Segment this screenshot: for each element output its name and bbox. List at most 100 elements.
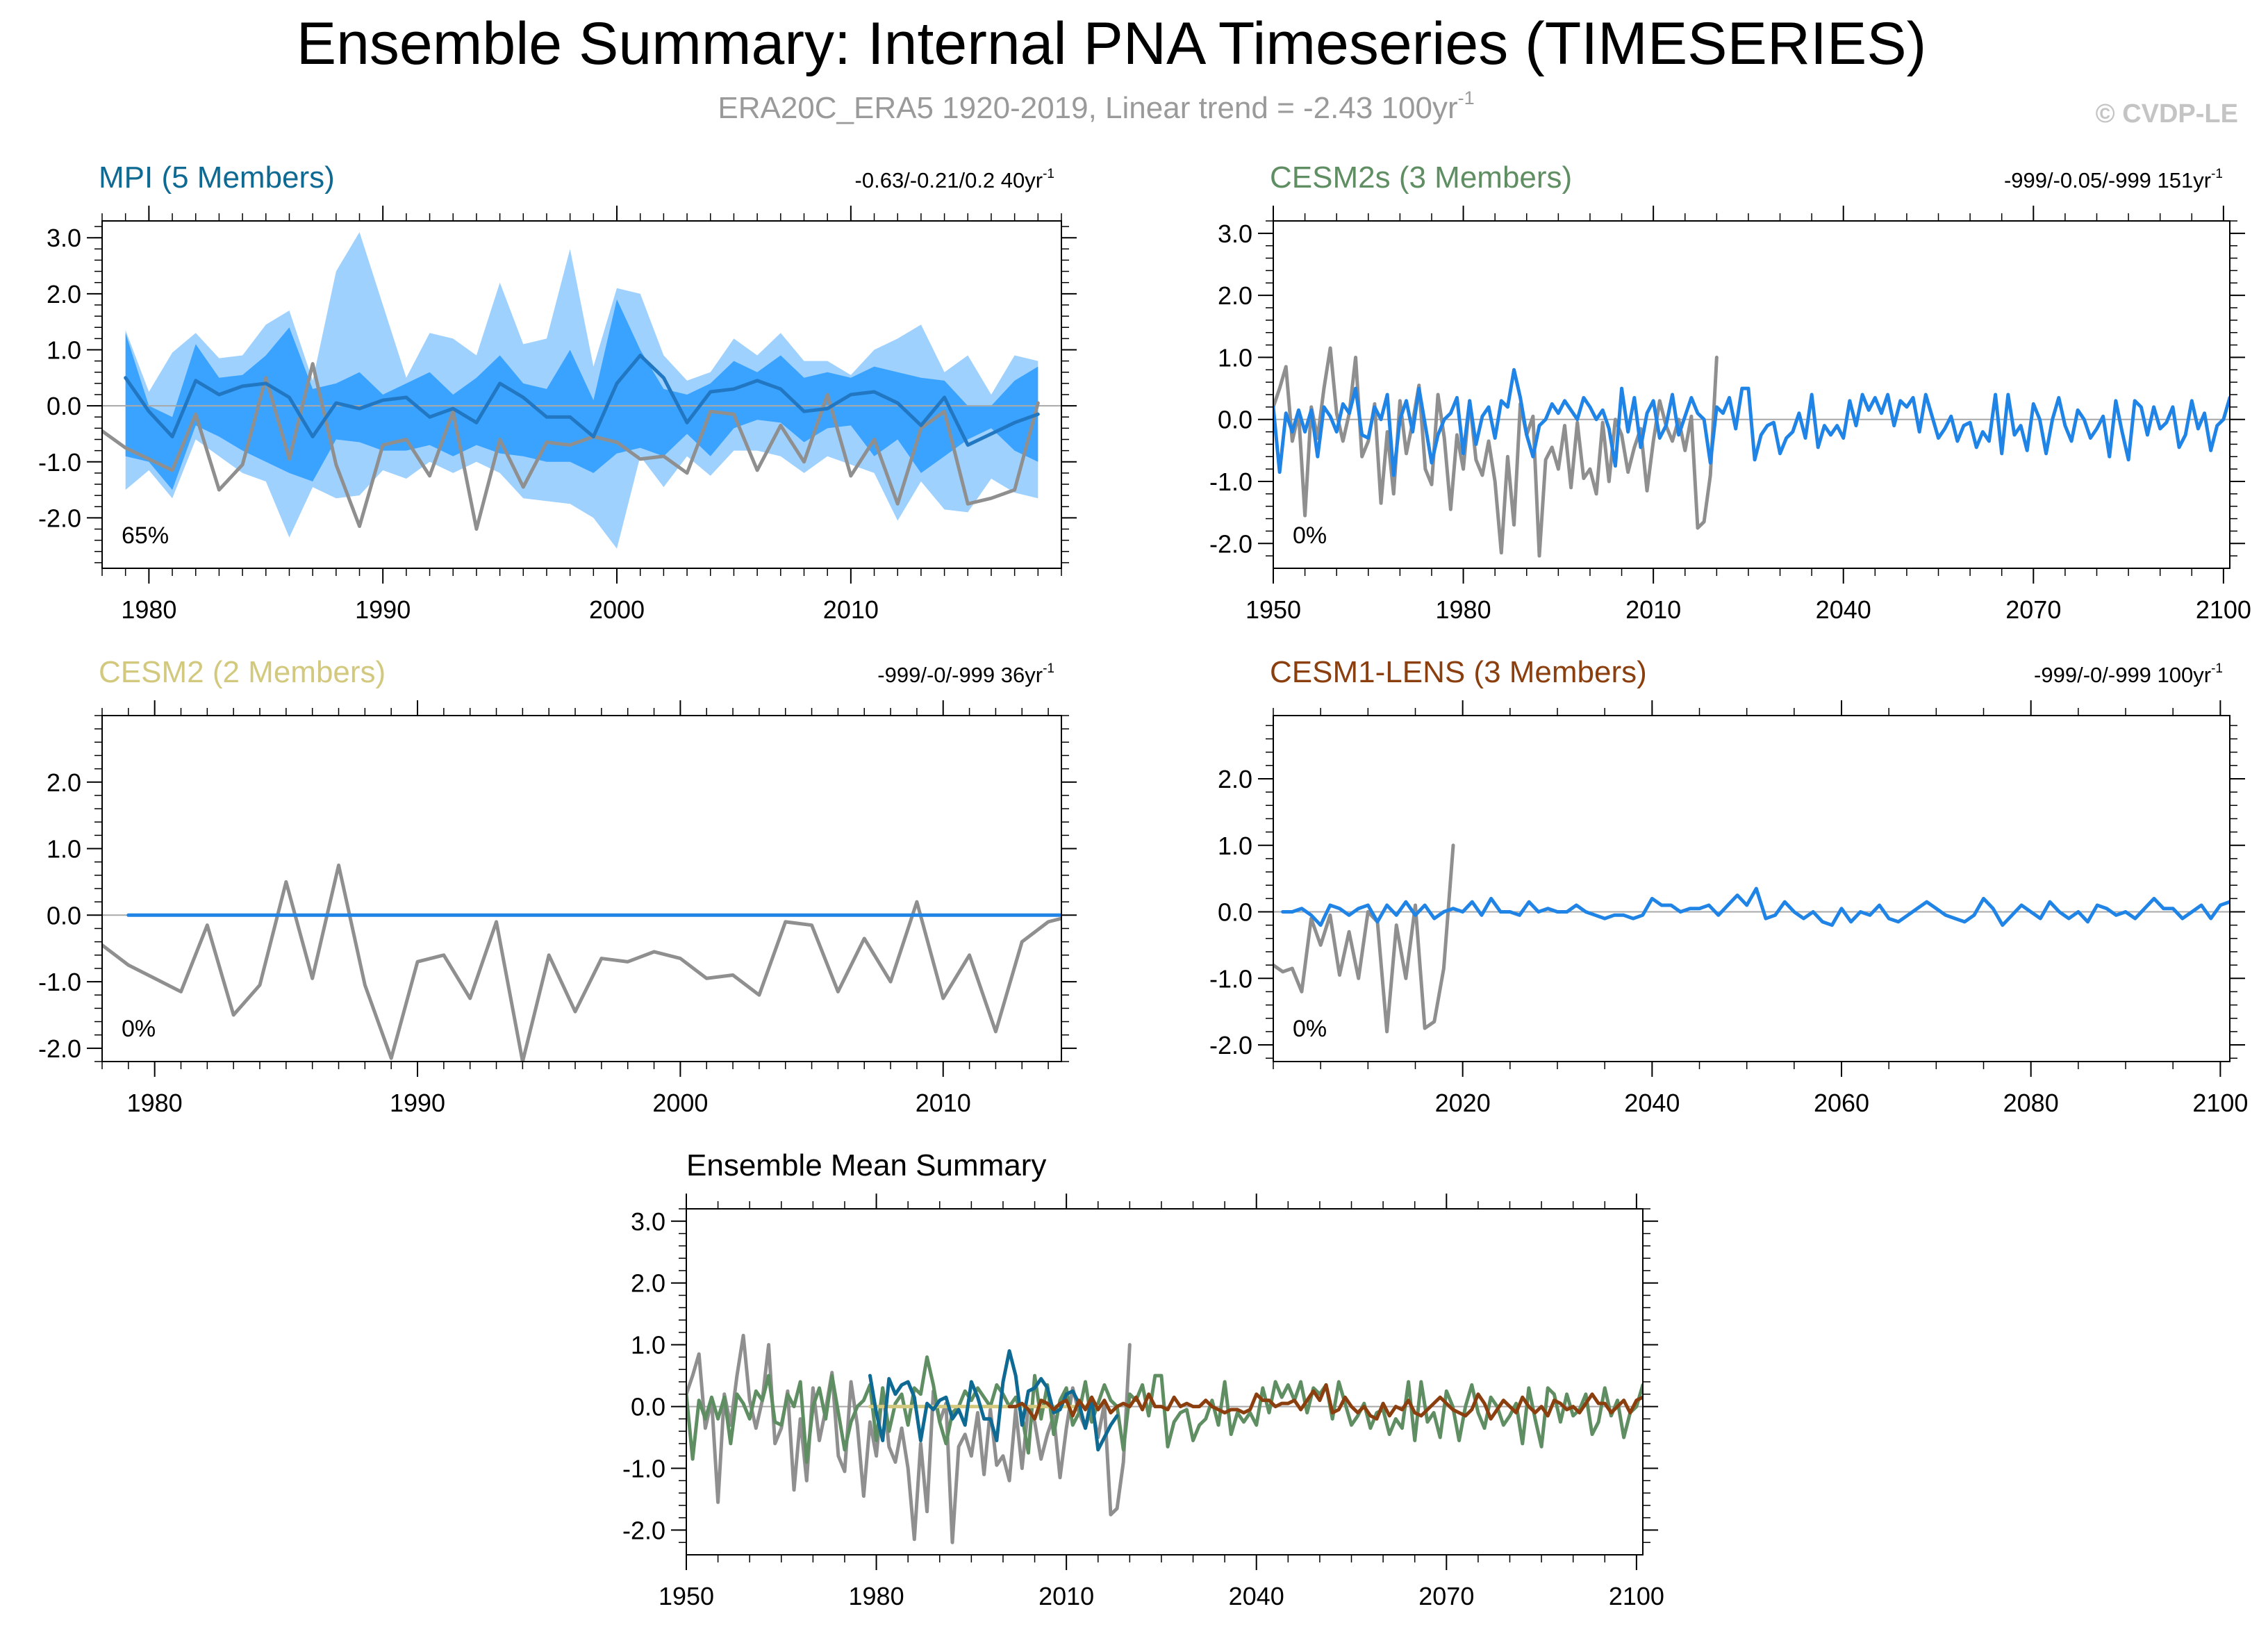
trend-label: -999/-0/-999 36yr-1 — [877, 661, 1054, 687]
y-tick-label: -2.0 — [38, 1034, 81, 1063]
series-line-cesm1-lens — [1007, 1383, 1643, 1421]
series-line-mpi — [868, 1349, 1119, 1452]
y-tick-label: 3.0 — [631, 1207, 665, 1236]
panel-title: CESM2s (3 Members) — [1270, 160, 1572, 195]
x-tick-label: 2000 — [652, 1089, 708, 1117]
x-tick-label: 1980 — [1436, 595, 1491, 624]
y-tick-label: 1.0 — [1218, 343, 1252, 372]
trend-label-main: -0.63/-0.21/0.2 40yr — [855, 168, 1043, 192]
y-tick-label: 3.0 — [1218, 220, 1252, 248]
y-tick-label: 0.0 — [1218, 898, 1252, 927]
y-tick-label: 3.0 — [47, 224, 81, 252]
x-tick-label: 1990 — [355, 595, 411, 624]
y-tick-label: 1.0 — [47, 835, 81, 864]
trend-label-sup: -1 — [2211, 661, 2223, 676]
panel-cesm2s: CESM2s (3 Members) -999/-0.05/-999 151yr-… — [1209, 160, 2251, 624]
trend-label: -999/-0/-999 100yr-1 — [2034, 661, 2223, 687]
y-tick-label: 2.0 — [631, 1269, 665, 1298]
y-tick-label: -2.0 — [622, 1516, 665, 1544]
trend-label-main: -999/-0.05/-999 151yr — [2004, 168, 2211, 192]
ensemble-mean-line — [124, 354, 1040, 447]
panel-cesm1-lens: CESM1-LENS (3 Members) -999/-0/-999 100yr… — [1209, 655, 2248, 1117]
percent-label: 0% — [122, 1016, 156, 1042]
plot-area — [102, 232, 1061, 549]
y-tick-label: -2.0 — [38, 504, 81, 532]
x-tick-label: 1950 — [659, 1582, 714, 1610]
y-tick-label: -1.0 — [1209, 964, 1252, 993]
y-tick-label: 0.0 — [631, 1393, 665, 1421]
x-tick-label: 2100 — [2196, 595, 2251, 624]
trend-label: -999/-0.05/-999 151yr-1 — [2004, 167, 2223, 192]
plot-frame — [101, 715, 1062, 1062]
x-tick-label: 1950 — [1245, 595, 1301, 624]
x-tick-label: 2010 — [1038, 1582, 1094, 1610]
y-tick-label: -2.0 — [1209, 529, 1252, 558]
percent-label: 0% — [1293, 1016, 1327, 1042]
x-tick-label: 2010 — [823, 595, 879, 624]
y-tick-label: 1.0 — [47, 336, 81, 364]
y-tick-label: -1.0 — [38, 968, 81, 996]
trend-label-main: -999/-0/-999 100yr — [2034, 663, 2211, 687]
x-tick-label: 1980 — [127, 1089, 183, 1117]
figure-title: Ensemble Summary: Internal PNA Timeserie… — [297, 10, 1927, 77]
panel-title: CESM1-LENS (3 Members) — [1270, 655, 1647, 689]
figure-subtitle: ERA20C_ERA5 1920-2019, Linear trend = -2… — [718, 88, 1474, 125]
y-tick-label: 0.0 — [1218, 406, 1252, 434]
observed-line — [102, 362, 1040, 531]
y-tick-label: -1.0 — [38, 448, 81, 477]
observed-line — [1273, 346, 1719, 558]
observed-line — [102, 863, 1061, 1062]
ensemble-mean-line — [1273, 368, 2230, 477]
y-tick-label: 1.0 — [631, 1331, 665, 1360]
plot-area — [686, 1333, 1643, 1544]
panel-mpi: MPI (5 Members) -0.63/-0.21/0.2 40yr-1 -2.… — [38, 160, 1077, 624]
plot-area — [1273, 346, 2230, 558]
plot-area — [102, 863, 1061, 1062]
y-tick-label: 1.0 — [1218, 832, 1252, 860]
interquartile-band — [125, 299, 1038, 490]
percent-label: 0% — [1293, 522, 1327, 549]
x-tick-label: 2000 — [589, 595, 645, 624]
x-tick-label: 2040 — [1624, 1089, 1680, 1117]
x-tick-label: 2100 — [2192, 1089, 2248, 1117]
y-tick-label: 0.0 — [47, 392, 81, 420]
x-tick-label: 2100 — [1609, 1582, 1664, 1610]
x-tick-label: 1990 — [390, 1089, 445, 1117]
series-line-observed — [686, 1333, 1132, 1544]
observed-line — [1273, 843, 1455, 1034]
y-tick-label: -1.0 — [1209, 468, 1252, 496]
panel-cesm2: CESM2 (2 Members) -999/-0/-999 36yr-1 -2.0… — [38, 655, 1077, 1117]
x-tick-label: 2060 — [1814, 1089, 1869, 1117]
series-line-cesm2s — [686, 1355, 1643, 1464]
figure-subtitle-main: ERA20C_ERA5 1920-2019, Linear trend = -2… — [718, 91, 1457, 125]
trend-label-sup: -1 — [1043, 167, 1054, 181]
trend-label-main: -999/-0/-999 36yr — [877, 663, 1043, 687]
y-tick-label: 2.0 — [1218, 765, 1252, 793]
x-tick-label: 2040 — [1816, 595, 1871, 624]
y-tick-label: 2.0 — [1218, 281, 1252, 310]
x-tick-label: 1980 — [849, 1582, 904, 1610]
trend-label-sup: -1 — [1043, 661, 1054, 676]
percent-label: 65% — [122, 522, 169, 549]
x-tick-label: 2020 — [1435, 1089, 1491, 1117]
x-tick-label: 2010 — [916, 1089, 971, 1117]
panel-title: Ensemble Mean Summary — [686, 1148, 1046, 1182]
panel-title: CESM2 (2 Members) — [99, 655, 386, 689]
y-tick-label: 2.0 — [47, 768, 81, 797]
y-tick-label: 2.0 — [47, 280, 81, 308]
trend-label-sup: -1 — [2211, 167, 2223, 181]
x-tick-label: 2010 — [1625, 595, 1681, 624]
plot-frame — [1273, 715, 2230, 1062]
copyright-label: © CVDP-LE — [2096, 99, 2238, 129]
x-tick-label: 2070 — [1418, 1582, 1474, 1610]
x-tick-label: 2070 — [2005, 595, 2061, 624]
panel-title: MPI (5 Members) — [99, 160, 335, 195]
trend-label: -0.63/-0.21/0.2 40yr-1 — [855, 167, 1054, 192]
x-tick-label: 2080 — [2003, 1089, 2059, 1117]
ensemble-mean-line — [1281, 886, 2230, 927]
y-tick-label: -2.0 — [1209, 1031, 1252, 1059]
y-tick-label: -1.0 — [622, 1455, 665, 1483]
figure-subtitle-sup: -1 — [1458, 88, 1475, 108]
y-tick-label: 0.0 — [47, 901, 81, 930]
